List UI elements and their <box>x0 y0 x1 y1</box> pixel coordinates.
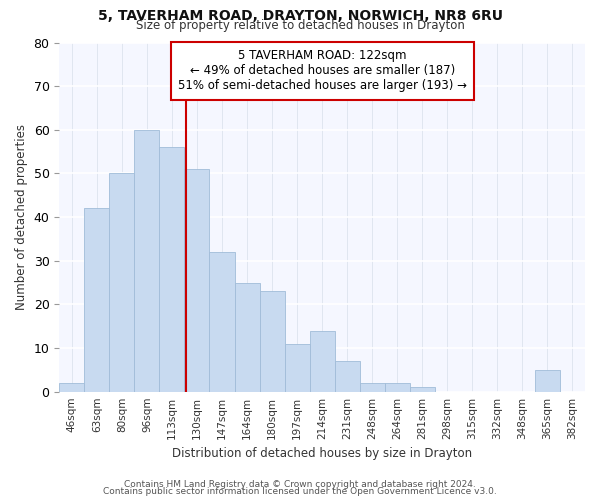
Bar <box>359 383 385 392</box>
Text: 5, TAVERHAM ROAD, DRAYTON, NORWICH, NR8 6RU: 5, TAVERHAM ROAD, DRAYTON, NORWICH, NR8 … <box>97 9 503 23</box>
Bar <box>85 208 109 392</box>
Bar <box>410 388 435 392</box>
Text: Size of property relative to detached houses in Drayton: Size of property relative to detached ho… <box>136 18 464 32</box>
Bar <box>184 169 209 392</box>
X-axis label: Distribution of detached houses by size in Drayton: Distribution of detached houses by size … <box>172 447 472 460</box>
Bar <box>335 361 359 392</box>
Text: Contains public sector information licensed under the Open Government Licence v3: Contains public sector information licen… <box>103 487 497 496</box>
Bar <box>310 330 335 392</box>
Bar <box>235 282 260 392</box>
Bar <box>160 148 184 392</box>
Bar <box>134 130 160 392</box>
Bar <box>59 383 85 392</box>
Y-axis label: Number of detached properties: Number of detached properties <box>15 124 28 310</box>
Text: Contains HM Land Registry data © Crown copyright and database right 2024.: Contains HM Land Registry data © Crown c… <box>124 480 476 489</box>
Text: 5 TAVERHAM ROAD: 122sqm
← 49% of detached houses are smaller (187)
51% of semi-d: 5 TAVERHAM ROAD: 122sqm ← 49% of detache… <box>178 50 467 92</box>
Bar <box>109 174 134 392</box>
Bar <box>284 344 310 392</box>
Bar <box>385 383 410 392</box>
Bar <box>209 252 235 392</box>
Bar <box>260 292 284 392</box>
Bar <box>535 370 560 392</box>
